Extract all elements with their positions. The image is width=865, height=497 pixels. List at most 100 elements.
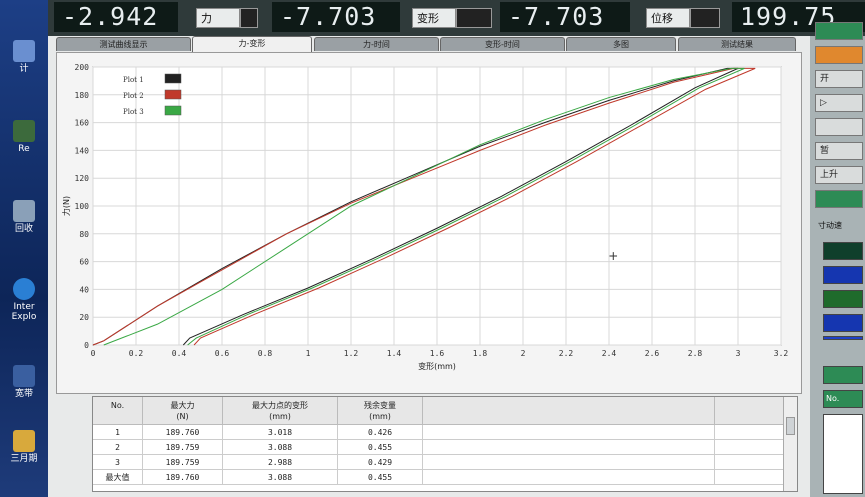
tab-test-results[interactable]: 测试结果 (678, 37, 796, 51)
table-cell: 3.088 (223, 470, 338, 485)
up-button[interactable] (815, 190, 863, 208)
side-list (823, 414, 863, 494)
col-residual-header: 残余变量 (mm) (338, 397, 423, 425)
progress-bar (823, 336, 863, 340)
scrollbar-thumb[interactable] (786, 417, 795, 435)
tab-curve-display[interactable]: 测试曲线显示 (56, 37, 191, 51)
tab-deformation-time[interactable]: 变形-时间 (440, 37, 565, 51)
tab-force-time[interactable]: 力-时间 (314, 37, 439, 51)
displacement-unit[interactable]: 位移 (646, 8, 690, 28)
x-axis-label: 变形(mm) (418, 361, 456, 371)
desktop-icon-label: Re (18, 144, 30, 154)
legend-swatch (164, 89, 182, 100)
y-tick-label: 180 (75, 91, 90, 100)
rise-button[interactable]: 上升 (815, 166, 863, 184)
x-tick-label: 3.2 (774, 349, 789, 358)
blank-button[interactable] (815, 118, 863, 136)
table-cell: 189.760 (143, 425, 223, 440)
x-tick-label: 3 (736, 349, 741, 358)
displacement-unit-dropdown[interactable] (690, 8, 720, 28)
x-tick-label: 0.8 (258, 349, 273, 358)
table-cell: 0.426 (338, 425, 423, 440)
force-deformation-chart[interactable]: 0 0.2 0.4 0.6 0.8 1 1.2 1.4 1.6 1.8 2 2.2 2.4 2.6 2.8 3… (57, 53, 801, 393)
table-cell: 189.759 (143, 455, 223, 470)
tab-multi-plot[interactable]: 多图 (566, 37, 676, 51)
speed-block[interactable] (823, 290, 863, 308)
tab-bar: 测试曲线显示 力-变形 力-时间 变形-时间 多图 测试结果 (56, 36, 796, 52)
open-button[interactable]: 开 (815, 70, 863, 88)
col-deformation-header: 最大力点的变形 (mm) (223, 397, 338, 425)
table-cell (423, 470, 715, 485)
up-arrow-button[interactable] (815, 22, 863, 40)
orange-button[interactable] (815, 46, 863, 64)
deformation-unit-dropdown[interactable] (456, 8, 492, 28)
folder-icon[interactable]: 三月期 (4, 430, 44, 464)
speed-block[interactable] (823, 314, 863, 332)
force-readout: -2.942 (54, 2, 178, 32)
force-unit[interactable]: 力 (196, 8, 240, 28)
table-cell (715, 470, 785, 485)
no-label: No. (823, 390, 863, 408)
legend-label: Plot 2 (123, 92, 144, 100)
table-cell (423, 425, 715, 440)
speed-block[interactable] (823, 242, 863, 260)
cursor-crosshair: + (608, 249, 618, 263)
play-button[interactable]: ▷ (815, 94, 863, 112)
table-cell: 189.759 (143, 440, 223, 455)
table-cell (715, 440, 785, 455)
speed-block[interactable] (823, 266, 863, 284)
deformation-unit[interactable]: 变形 (412, 8, 456, 28)
displacement-readout: -7.703 (500, 2, 630, 32)
table-cell (423, 455, 715, 470)
y-tick-label: 20 (79, 313, 89, 322)
col-max-force-header: 最大力 (N) (143, 397, 223, 425)
x-tick-label: 2.6 (645, 349, 660, 358)
x-tick-label: 0.2 (129, 349, 144, 358)
x-tick-label: 1.8 (473, 349, 488, 358)
y-tick-label: 0 (84, 341, 89, 350)
table-cell: 2 (93, 440, 143, 455)
desktop-icon-label: 回收 (14, 224, 33, 234)
deformation-readout: -7.703 (272, 2, 400, 32)
y-tick-label: 40 (79, 285, 89, 294)
y-tick-label: 160 (75, 119, 90, 128)
table-scrollbar[interactable] (783, 397, 797, 491)
tab-force-deformation[interactable]: 力-变形 (192, 36, 312, 52)
legend-swatch (164, 73, 182, 84)
jog-speed-label: 寸动速 (818, 221, 842, 230)
table-cell: 0.429 (338, 455, 423, 470)
y-tick-label: 200 (75, 63, 90, 72)
table-cell: 3 (93, 455, 143, 470)
green-block[interactable] (823, 366, 863, 384)
table-cell: 1 (93, 425, 143, 440)
y-tick-label: 140 (75, 146, 90, 155)
broadband-icon[interactable]: 宽带 (4, 365, 44, 399)
table-cell: 3.018 (223, 425, 338, 440)
main-panel: 测试曲线显示 力-变形 力-时间 变形-时间 多图 测试结果 0 0.2 0.4 0.… (48, 36, 810, 497)
x-tick-label: 0 (91, 349, 96, 358)
table-cell: 0.455 (338, 440, 423, 455)
internet-explorer-icon[interactable]: Inter Explo (4, 278, 44, 322)
x-tick-label: 1.6 (430, 349, 445, 358)
col-empty-header (423, 397, 715, 425)
legend-label: Plot 3 (123, 108, 144, 116)
y-axis-label: 力(N) (61, 196, 71, 216)
control-sidebar: 开 ▷ 暂 上升 寸动速 No. (810, 22, 865, 497)
pause-button[interactable]: 暂 (815, 142, 863, 160)
x-tick-label: 1.2 (344, 349, 359, 358)
desktop-icon-network[interactable]: Re (4, 120, 44, 154)
desktop-strip: 计 Re 回收 Inter Explo 宽带 三月期 (0, 0, 48, 497)
desktop-icon-computer[interactable]: 计 (4, 40, 44, 74)
y-tick-label: 80 (79, 230, 89, 239)
col-no-header: No. (93, 397, 143, 425)
table-cell: 189.760 (143, 470, 223, 485)
desktop-icon-label: 计 (19, 64, 29, 74)
legend-swatch (164, 105, 182, 116)
recycle-bin-icon[interactable]: 回收 (4, 200, 44, 234)
x-tick-label: 2 (521, 349, 526, 358)
table-cell: 2.988 (223, 455, 338, 470)
legend-label: Plot 1 (123, 76, 144, 84)
extra-readout: 199.75 (732, 2, 865, 32)
x-tick-label: 1.4 (387, 349, 402, 358)
force-unit-dropdown[interactable] (240, 8, 258, 28)
